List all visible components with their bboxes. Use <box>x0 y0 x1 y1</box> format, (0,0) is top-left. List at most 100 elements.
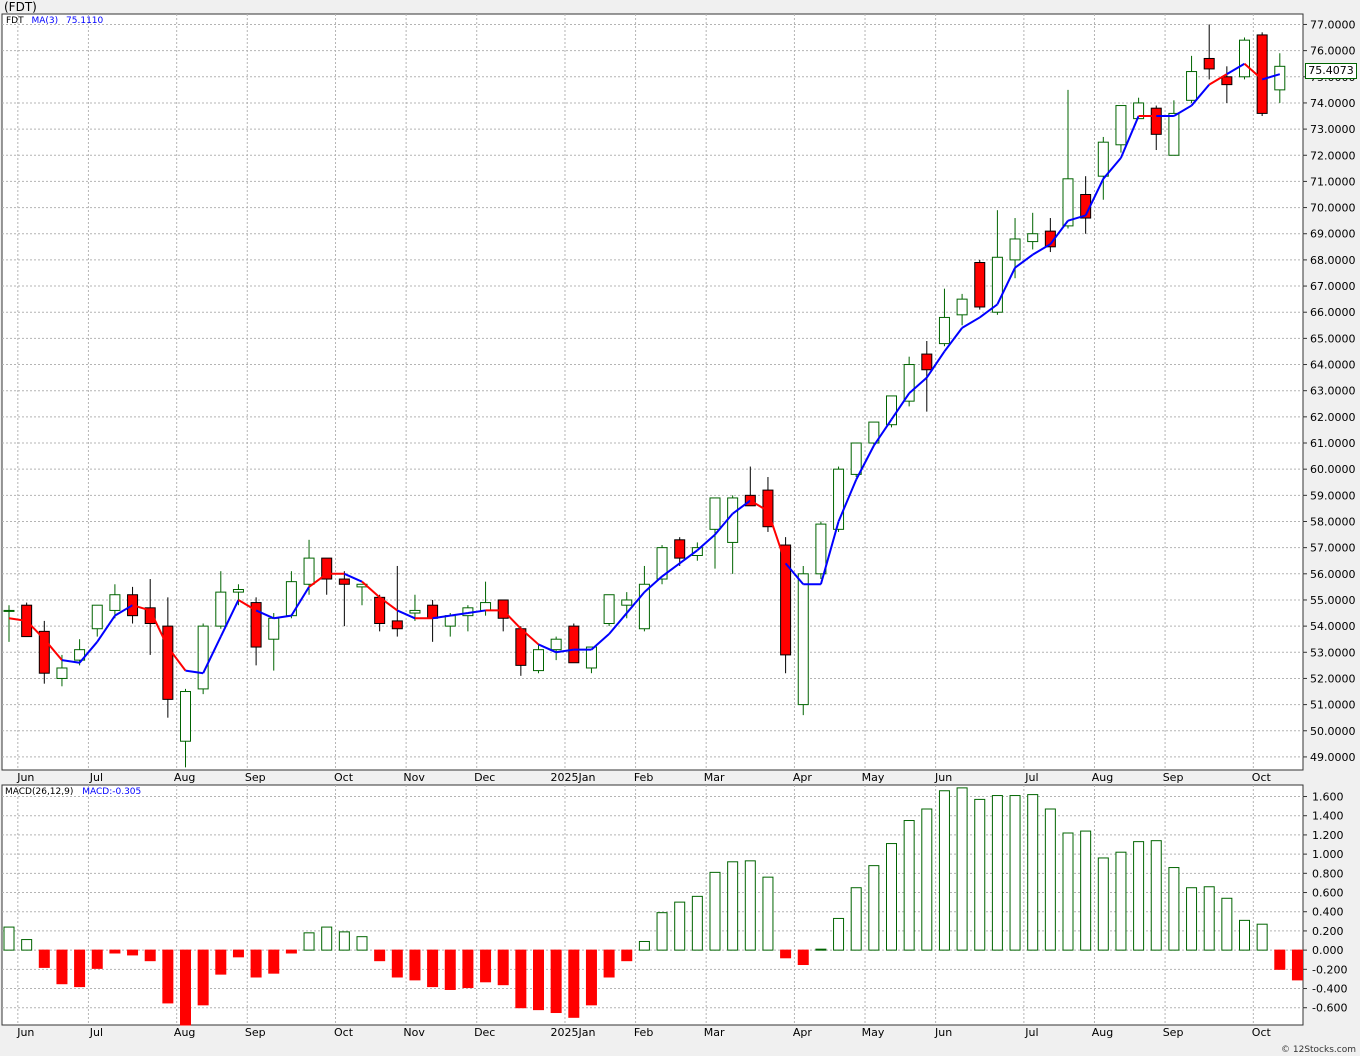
ma-segment <box>61 659 80 664</box>
macd-bar <box>797 949 809 966</box>
macd-bar <box>38 949 50 968</box>
macd-tick-label: 1.400 <box>1312 810 1344 823</box>
price-tick-label: 49.0000 <box>1310 751 1356 764</box>
month-label: Jul <box>1024 1026 1038 1039</box>
price-tick-label: 50.0000 <box>1310 725 1356 738</box>
candle-body <box>1027 233 1039 243</box>
month-label: 2025Jan <box>550 771 595 784</box>
macd-bar <box>1291 949 1303 981</box>
macd-bar <box>285 949 297 954</box>
candle-body <box>444 615 456 627</box>
month-label: Jul <box>89 771 103 784</box>
macd-tick-label: 0.200 <box>1312 925 1344 938</box>
macd-bar <box>427 949 439 988</box>
candle-body <box>391 620 403 630</box>
candle-body <box>603 594 615 625</box>
ma-segment <box>78 641 99 664</box>
macd-bar <box>974 798 986 951</box>
candle-body <box>903 364 915 402</box>
candle-body <box>533 649 544 672</box>
month-label: Nov <box>403 1026 425 1039</box>
ma-segment <box>432 614 451 620</box>
candle-body <box>1221 76 1233 86</box>
month-label: Jul <box>1024 771 1038 784</box>
month-label: Nov <box>403 771 425 784</box>
macd-bar <box>1097 857 1109 951</box>
ma-segment <box>219 599 240 638</box>
macd-bar <box>409 949 421 981</box>
candle-body <box>1239 39 1250 78</box>
macd-bar <box>321 926 333 951</box>
ma-segment <box>1226 62 1246 76</box>
candle-body <box>709 497 721 530</box>
macd-bar <box>815 948 827 951</box>
candle-body <box>674 539 686 559</box>
ma-segment <box>1067 214 1086 222</box>
macd-bar <box>338 931 350 951</box>
price-tick-label: 58.0000 <box>1310 515 1356 528</box>
month-label: Aug <box>174 771 195 784</box>
macd-bar <box>497 949 509 986</box>
macd-bar <box>621 949 633 962</box>
macd-bar <box>444 949 456 990</box>
price-tick-label: 59.0000 <box>1310 489 1356 502</box>
ma-segment <box>8 617 27 622</box>
ma-segment <box>185 669 204 675</box>
macd-bar <box>1009 795 1021 951</box>
macd-tick-label: 0.000 <box>1312 944 1344 957</box>
price-tick-label: 60.0000 <box>1310 463 1356 476</box>
macd-tick-label: 0.400 <box>1312 906 1344 919</box>
ma-segment <box>1173 104 1193 117</box>
candle-body <box>621 599 633 606</box>
macd-bar <box>709 871 721 951</box>
macd-bar <box>1274 949 1286 970</box>
price-tick-label: 71.0000 <box>1310 175 1356 188</box>
price-tick-label: 64.0000 <box>1310 359 1356 372</box>
candle-body <box>974 262 986 308</box>
macd-bar <box>1168 867 1180 951</box>
macd-tick-label: 0.800 <box>1312 867 1344 880</box>
price-tick-label: 68.0000 <box>1310 254 1356 267</box>
ma-segment <box>255 609 275 620</box>
ma-segment <box>273 614 292 620</box>
ma-segment <box>661 562 681 578</box>
price-tick-label: 56.0000 <box>1310 568 1356 581</box>
candle-body <box>374 596 386 625</box>
candle-body <box>515 628 527 666</box>
macd-bar <box>356 936 368 951</box>
macd-bar <box>921 808 933 951</box>
candles-layer <box>3 24 1286 768</box>
candle-body <box>427 604 439 619</box>
ma-segment <box>1102 157 1122 180</box>
macd-bar <box>91 949 103 969</box>
ma-segment <box>749 499 769 512</box>
macd-bar <box>462 949 474 989</box>
price-legend: FDT MA(3) 75.1110 <box>6 16 103 26</box>
price-tick-label: 61.0000 <box>1310 437 1356 450</box>
candle-body <box>480 602 492 611</box>
month-label: Oct <box>334 771 354 784</box>
ma-line-layer <box>8 62 1281 675</box>
macd-bar <box>1239 919 1250 951</box>
month-label: 2025Jan <box>550 1026 595 1039</box>
candle-body <box>1203 57 1215 70</box>
candle-body <box>991 256 1003 313</box>
ma-segment <box>1243 62 1263 81</box>
candle-body <box>1186 71 1198 101</box>
ma-segment <box>837 479 858 522</box>
macd-bar <box>850 887 862 951</box>
price-panel-bg <box>1 13 1304 771</box>
month-label: Sep <box>245 1026 266 1039</box>
ma-segment <box>237 599 257 612</box>
ma-segment <box>538 643 557 654</box>
month-label: Oct <box>1252 771 1272 784</box>
ma-segment <box>202 636 222 674</box>
ma-segment <box>1084 178 1105 216</box>
price-tick-label: 74.0000 <box>1310 97 1356 110</box>
ma-segment <box>1049 220 1069 245</box>
candle-body <box>1062 178 1074 227</box>
price-tick-label: 77.0000 <box>1310 18 1356 31</box>
ma-segment <box>96 615 116 643</box>
credit: © 12Stocks.com <box>1281 1045 1356 1055</box>
macd-bar <box>956 787 968 951</box>
